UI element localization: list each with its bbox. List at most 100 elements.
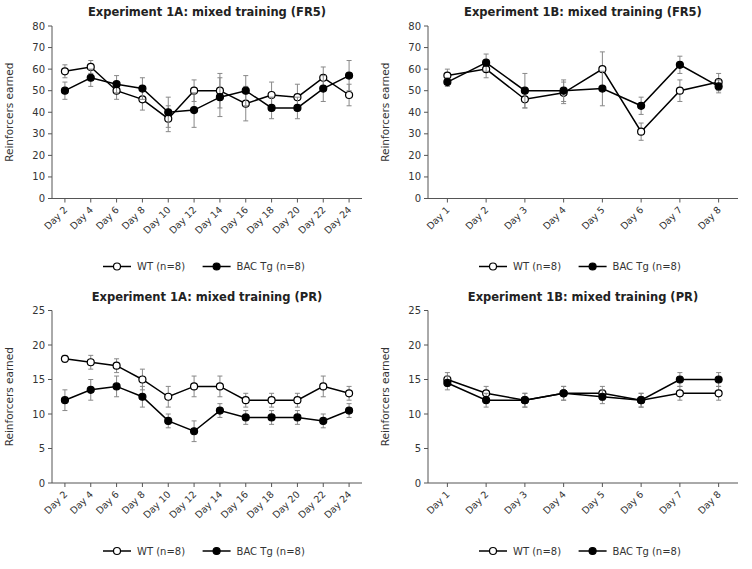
x-tick bbox=[194, 483, 195, 487]
error-bar bbox=[600, 390, 605, 404]
legend-marker bbox=[213, 263, 220, 270]
data-point bbox=[560, 390, 567, 397]
y-tick bbox=[48, 155, 52, 156]
y-tick-label: 10 bbox=[32, 171, 45, 182]
y-tick-label: 30 bbox=[32, 128, 45, 139]
legend-label: WT (n=8) bbox=[513, 546, 561, 557]
y-tick bbox=[424, 155, 428, 156]
x-tick bbox=[116, 199, 117, 203]
y-tick-label: 60 bbox=[408, 64, 421, 75]
data-point bbox=[165, 109, 172, 116]
y-tick-label: 40 bbox=[32, 107, 45, 118]
error-bar bbox=[114, 359, 119, 373]
x-axis bbox=[428, 483, 738, 484]
error-bar bbox=[321, 376, 326, 397]
y-tick bbox=[424, 90, 428, 91]
series bbox=[444, 54, 722, 114]
panel: Experiment 1A: mixed training (PR)Reinfo… bbox=[3, 290, 362, 557]
y-tick-label: 20 bbox=[408, 340, 421, 351]
legend: WT (n=8)BAC Tg (n=8) bbox=[103, 546, 305, 557]
y-tick-label: 5 bbox=[415, 443, 421, 454]
x-tick-label: Day 7 bbox=[657, 489, 684, 516]
y-tick bbox=[424, 414, 428, 415]
error-bar bbox=[445, 373, 450, 387]
y-tick-label: 60 bbox=[32, 64, 45, 75]
legend-label: WT (n=8) bbox=[137, 261, 185, 272]
series-line bbox=[65, 359, 349, 400]
data-point bbox=[676, 87, 683, 94]
x-tick bbox=[245, 483, 246, 487]
error-bar bbox=[243, 393, 248, 407]
x-tick bbox=[297, 199, 298, 203]
error-bar bbox=[166, 414, 171, 428]
error-bar bbox=[269, 97, 274, 119]
x-tick-label: Day 18 bbox=[244, 204, 276, 236]
error-bar bbox=[269, 411, 274, 425]
data-point bbox=[676, 390, 683, 397]
error-bar bbox=[445, 78, 450, 87]
series bbox=[61, 61, 352, 128]
data-point bbox=[346, 390, 353, 397]
data-point bbox=[165, 417, 172, 424]
data-point bbox=[294, 397, 301, 404]
x-tick-label: Day 2 bbox=[42, 204, 69, 231]
error-bar bbox=[522, 73, 527, 108]
error-bar bbox=[114, 76, 119, 93]
y-tick bbox=[424, 133, 428, 134]
data-point bbox=[521, 397, 528, 404]
x-tick bbox=[142, 483, 143, 487]
error-bar bbox=[716, 80, 721, 93]
series-line bbox=[65, 386, 349, 431]
y-tick bbox=[48, 414, 52, 415]
data-point bbox=[191, 428, 198, 435]
data-point bbox=[113, 383, 120, 390]
x-tick bbox=[219, 199, 220, 203]
error-bar bbox=[484, 54, 489, 71]
x-tick-label: Day 4 bbox=[541, 489, 568, 516]
x-tick bbox=[524, 483, 525, 487]
y-tick-label: 0 bbox=[415, 478, 421, 489]
x-tick-label: Day 4 bbox=[68, 204, 95, 231]
legend: WT (n=8)BAC Tg (n=8) bbox=[103, 261, 305, 272]
x-tick-label: Day 2 bbox=[42, 489, 69, 516]
legend-marker bbox=[589, 263, 596, 270]
data-point bbox=[715, 83, 722, 90]
y-tick-label: 15 bbox=[408, 374, 421, 385]
x-tick bbox=[271, 483, 272, 487]
y-tick bbox=[424, 112, 428, 113]
data-point bbox=[139, 376, 146, 383]
data-point bbox=[638, 128, 645, 135]
series-line bbox=[447, 69, 718, 132]
data-point bbox=[444, 379, 451, 386]
x-tick-label: Day 24 bbox=[322, 204, 354, 236]
title: Experiment 1B: mixed training (PR) bbox=[468, 290, 698, 304]
data-point bbox=[715, 376, 722, 383]
x-tick-label: Day 4 bbox=[68, 489, 95, 516]
data-point bbox=[242, 397, 249, 404]
title: Experiment 1A: mixed training (FR5) bbox=[88, 5, 326, 19]
x-tick-label: Day 7 bbox=[657, 204, 684, 231]
x-tick bbox=[563, 199, 564, 203]
error-bar bbox=[445, 376, 450, 390]
y-tick-label: 10 bbox=[408, 409, 421, 420]
error-bar bbox=[677, 386, 682, 400]
y-tick bbox=[424, 448, 428, 449]
y-tick bbox=[48, 133, 52, 134]
plot-area bbox=[61, 61, 352, 132]
x-tick bbox=[679, 483, 680, 487]
y-tick-label: 0 bbox=[415, 193, 421, 204]
x-tick-label: Day 2 bbox=[463, 204, 490, 231]
data-point bbox=[346, 72, 353, 79]
x-tick bbox=[64, 199, 65, 203]
data-point bbox=[320, 85, 327, 92]
x-tick-label: Day 1 bbox=[424, 489, 451, 516]
x-tick bbox=[142, 199, 143, 203]
data-point bbox=[113, 362, 120, 369]
legend-marker bbox=[114, 263, 121, 270]
y-tick bbox=[424, 176, 428, 177]
x-tick bbox=[486, 483, 487, 487]
error-bar bbox=[217, 404, 222, 418]
x-tick bbox=[116, 483, 117, 487]
x-axis bbox=[52, 198, 362, 199]
y-tick bbox=[424, 69, 428, 70]
